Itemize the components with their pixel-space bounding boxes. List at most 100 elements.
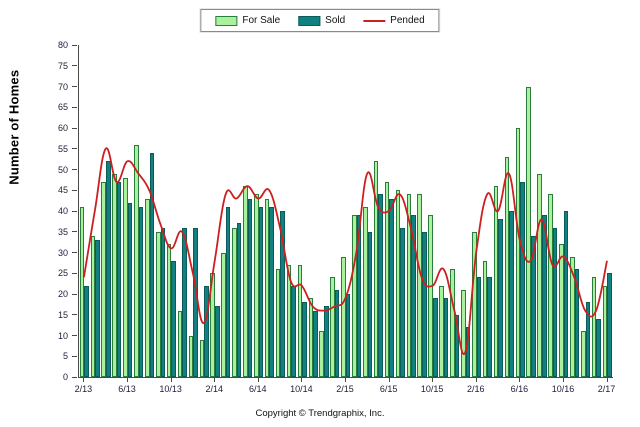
for-sale-swatch-icon: [215, 15, 238, 26]
x-tick-label: 10/13: [159, 384, 182, 394]
bar-sold: [541, 215, 547, 377]
bar-sold: [291, 285, 296, 377]
x-tick-label: 6/13: [118, 384, 136, 394]
bar-sold: [149, 152, 155, 377]
legend-item-sold: Sold: [298, 15, 345, 26]
x-tick-mark: [345, 378, 346, 382]
y-tick-mark: [72, 210, 77, 212]
y-tick-label: 55: [57, 143, 68, 154]
bar-sold: [236, 223, 242, 377]
y-tick-label: 40: [57, 206, 68, 216]
bar-sold: [585, 302, 591, 377]
y-tick-label: 5: [62, 351, 68, 362]
bar-sold: [116, 181, 122, 377]
y-tick-label: 60: [57, 123, 68, 133]
y-tick-mark: [72, 169, 77, 170]
y-tick-label: 35: [57, 226, 68, 237]
bar-sold: [607, 273, 612, 377]
x-tick-label: 6/14: [249, 384, 267, 394]
bar-sold: [215, 306, 220, 377]
y-tick-label: 45: [57, 185, 68, 196]
pended-line-swatch-icon: [363, 19, 386, 22]
y-tick-label: 0: [62, 372, 68, 382]
y-tick-mark: [72, 127, 77, 129]
bar-sold: [476, 277, 482, 377]
bar-sold: [84, 285, 89, 377]
y-tick-mark: [72, 314, 77, 316]
bar-sold: [160, 227, 166, 377]
x-tick-mark: [301, 378, 303, 382]
y-tick-mark: [72, 44, 77, 46]
legend-label-for-sale: For Sale: [242, 15, 281, 26]
bar-sold: [563, 211, 569, 377]
bar-sold: [345, 294, 351, 377]
y-tick-label: 50: [57, 164, 68, 175]
bar-sold: [498, 219, 503, 377]
x-tick-mark: [257, 378, 259, 382]
x-tick-label: 2/14: [205, 384, 223, 394]
bar-sold: [487, 277, 493, 377]
bar-sold: [596, 318, 601, 377]
x-tick-mark: [127, 378, 129, 382]
x-tick-label: 2/16: [467, 384, 485, 394]
bar-sold: [520, 181, 525, 377]
bar-sold: [193, 227, 198, 377]
y-tick-mark: [72, 335, 77, 336]
bar-sold: [95, 240, 100, 377]
bar-sold: [400, 227, 405, 377]
x-tick-label: 2/17: [597, 384, 616, 394]
x-tick-label: 6/16: [510, 384, 529, 394]
bar-sold: [269, 206, 275, 377]
y-tick-mark: [72, 376, 77, 378]
legend-label-sold: Sold: [325, 15, 346, 26]
x-tick-mark: [519, 378, 521, 382]
y-tick-label: 70: [57, 81, 68, 92]
legend-item-for-sale: For Sale: [215, 15, 280, 26]
y-axis-title: Number of Homes: [6, 69, 22, 185]
bar-sold: [422, 231, 427, 377]
legend-label-pended: Pended: [390, 15, 425, 26]
y-tick-mark: [72, 272, 77, 274]
y-tick-label: 25: [57, 268, 68, 279]
x-tick-label: 10/15: [420, 384, 444, 394]
y-tick-label: 10: [57, 330, 68, 341]
bar-sold: [302, 302, 307, 377]
x-tick-label: 2/15: [336, 384, 354, 394]
bar-sold: [378, 194, 384, 377]
x-tick-mark: [475, 378, 477, 382]
x-tick-mark: [432, 378, 434, 382]
bar-sold: [258, 206, 264, 377]
bar-sold: [323, 306, 329, 377]
bar-sold: [356, 215, 362, 377]
y-tick-label: 75: [57, 60, 68, 71]
bar-sold: [531, 235, 536, 377]
y-tick-label: 80: [57, 40, 68, 50]
legend: For Sale Sold Pended: [200, 9, 440, 32]
y-tick-mark: [72, 106, 77, 108]
bar-sold: [280, 211, 285, 377]
bar-sold: [204, 285, 209, 377]
y-tick-mark: [72, 231, 77, 233]
bar-sold: [138, 206, 144, 377]
bar-sold: [574, 269, 580, 377]
bar-sold: [182, 227, 187, 377]
bar-sold: [367, 231, 373, 377]
copyright-text: Copyright © Trendgraphix, Inc.: [255, 408, 385, 419]
bar-sold: [552, 227, 558, 377]
bar-sold: [443, 298, 449, 377]
bar-sold: [465, 327, 471, 377]
x-tick-mark: [388, 378, 390, 382]
bar-sold: [247, 198, 253, 377]
x-tick-mark: [83, 378, 85, 382]
y-tick-label: 65: [57, 102, 68, 113]
y-tick-label: 15: [57, 309, 68, 320]
y-tick-mark: [72, 355, 77, 357]
x-tick-mark: [214, 378, 216, 382]
x-tick-mark: [562, 378, 564, 382]
bar-sold: [313, 310, 318, 377]
bar-sold: [106, 161, 111, 377]
bar-sold: [454, 314, 460, 377]
bar-sold: [509, 211, 514, 377]
bar-sold: [225, 206, 231, 377]
